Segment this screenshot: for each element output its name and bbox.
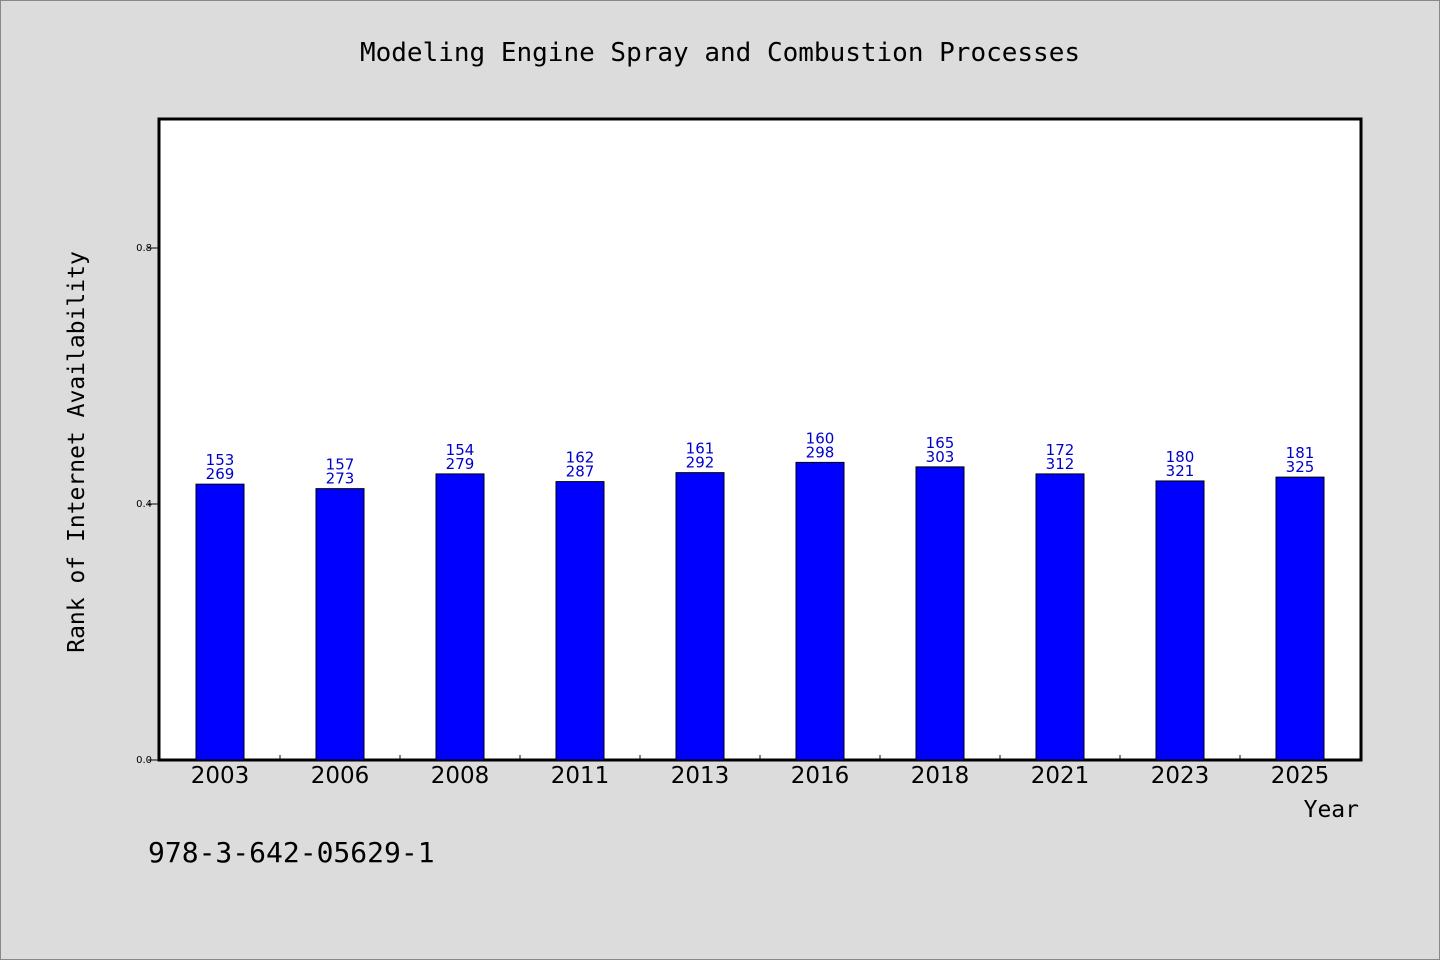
bar-label-top-2016: 160 <box>806 429 835 447</box>
x-tick-label-2025: 2025 <box>1271 763 1330 789</box>
x-tick-label-2003: 2003 <box>191 763 250 789</box>
bar-2013 <box>675 472 725 761</box>
x-tick-label-2016: 2016 <box>791 763 850 789</box>
bar-label-top-2013: 161 <box>686 440 715 458</box>
x-tick-label-2023: 2023 <box>1151 763 1210 789</box>
x-tick-label-2013: 2013 <box>671 763 730 789</box>
bar-2023 <box>1155 480 1205 761</box>
bar-label-top-2023: 180 <box>1166 448 1195 466</box>
bar-label-top-2021: 172 <box>1046 441 1075 459</box>
x-tick-label-2008: 2008 <box>431 763 490 789</box>
y-tick-label-0: 0.0 <box>136 755 152 766</box>
chart-title: Modeling Engine Spray and Combustion Pro… <box>360 38 1080 68</box>
bar-label-bottom-2021: 312 <box>1046 455 1075 473</box>
y-axis-label: Rank of Internet Availability <box>64 251 90 653</box>
bar-label-top-2006: 157 <box>326 456 355 474</box>
bar-2011 <box>555 481 605 761</box>
bar-label-bottom-2025: 325 <box>1286 458 1315 476</box>
x-tick-label-2006: 2006 <box>311 763 370 789</box>
x-tick-label-2018: 2018 <box>911 763 970 789</box>
bar-label-bottom-2011: 287 <box>566 463 595 481</box>
isbn-text: 978-3-642-05629-1 <box>148 836 435 869</box>
bar-label-bottom-2016: 298 <box>806 443 835 461</box>
bar-label-top-2003: 153 <box>206 451 235 469</box>
bar-label-top-2025: 181 <box>1286 444 1315 462</box>
bar-label-top-2008: 154 <box>446 441 475 459</box>
bar-2006 <box>315 488 365 761</box>
bar-2008 <box>435 473 485 761</box>
bar-label-bottom-2006: 273 <box>326 470 355 488</box>
bar-label-bottom-2003: 269 <box>206 465 235 483</box>
bar-2003 <box>195 483 245 761</box>
bar-2025 <box>1275 476 1325 761</box>
bar-label-bottom-2023: 321 <box>1166 462 1195 480</box>
bar-label-top-2018: 165 <box>926 434 955 452</box>
bar-label-bottom-2008: 279 <box>446 455 475 473</box>
bar-2018 <box>915 466 965 761</box>
x-axis-label: Year <box>1304 797 1359 823</box>
bar-label-bottom-2013: 292 <box>686 454 715 472</box>
bar-label-bottom-2018: 303 <box>926 448 955 466</box>
y-tick-label-1: 0.4 <box>136 499 152 510</box>
x-axis-ticks: 2003 2006 2008 2011 2013 2016 2018 2021 2023 2025 <box>191 755 1330 789</box>
x-tick-label-2011: 2011 <box>551 763 610 789</box>
bars-group <box>195 461 1325 761</box>
bar-label-top-2011: 162 <box>566 449 595 467</box>
bar-2016 <box>795 461 845 761</box>
bar-2021 <box>1035 473 1085 761</box>
y-axis-ticks: 0.0 0.4 0.8 <box>136 243 160 766</box>
y-tick-label-2: 0.8 <box>136 243 152 254</box>
x-tick-label-2021: 2021 <box>1031 763 1090 789</box>
